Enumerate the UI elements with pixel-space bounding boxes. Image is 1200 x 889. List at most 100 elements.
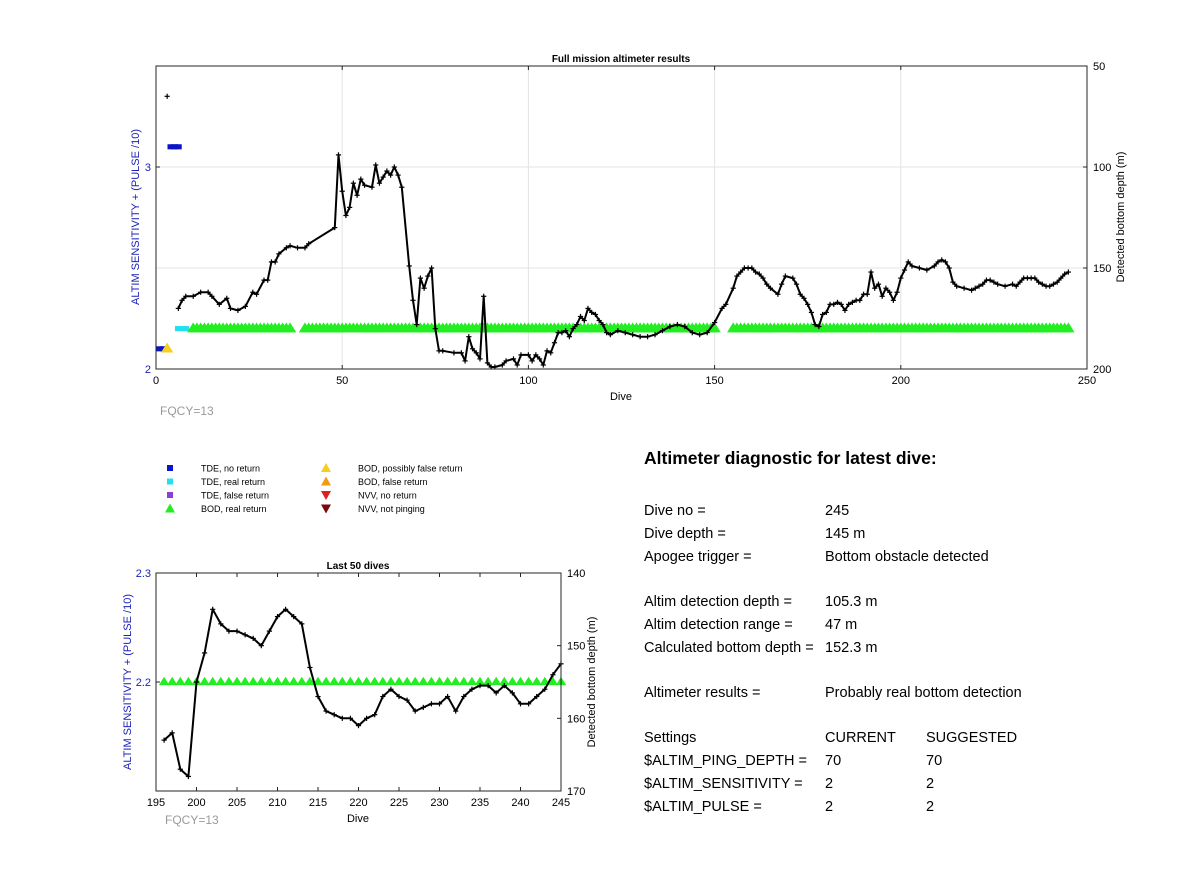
x-tick-label: 50 (336, 375, 348, 387)
depth-point (756, 271, 762, 277)
legend-label: TDE, false return (201, 491, 269, 501)
marker-bod_real_return (547, 676, 559, 686)
depth-point (901, 267, 908, 273)
x-tick-label: 215 (309, 797, 327, 809)
detect-depth-label: Altim detection depth = (644, 594, 792, 610)
apogee-value: Bottom obstacle detected (825, 549, 989, 565)
y-left-tick-label: 2 (145, 364, 151, 376)
fqcy-label-full: FQCY=13 (160, 404, 214, 418)
depth-point (503, 358, 509, 364)
marker-bod_real_return (507, 676, 518, 686)
marker-bod_real_return (320, 676, 332, 686)
current-header: CURRENT (825, 730, 896, 746)
depth-point (879, 293, 885, 299)
depth-point (1009, 281, 1016, 287)
legend-marker (321, 491, 331, 500)
depth-point (834, 299, 841, 305)
depth-point (659, 328, 666, 334)
results-row: Altimeter results = Probably real bottom… (644, 682, 1164, 705)
detect-range-label: Altim detection range = (644, 617, 793, 633)
marker-bod_real_return (385, 676, 397, 686)
marker-bod_real_return (474, 676, 486, 686)
marker-bod_real_return (418, 676, 429, 686)
x-tick-label: 250 (1078, 375, 1096, 387)
depth-point (574, 321, 580, 328)
depth-point (283, 245, 289, 251)
marker-bod_real_return (482, 676, 494, 686)
depth-point (307, 664, 313, 671)
depth-point (436, 701, 443, 707)
legend-label: TDE, real return (201, 477, 265, 487)
depth-point (819, 311, 826, 318)
legend-label: TDE, no return (201, 464, 260, 474)
depth-point (793, 281, 800, 287)
depth-point (302, 245, 308, 251)
x-tick-label: 150 (705, 375, 723, 387)
depth-point (644, 334, 651, 340)
depth-point (198, 289, 204, 295)
settings-label: Settings (644, 730, 697, 746)
marker-bod_real_return (175, 676, 186, 686)
depth-point (250, 635, 256, 641)
depth-point (209, 293, 215, 299)
marker-bod_real_return (708, 322, 721, 333)
depth-point (179, 297, 185, 303)
depth-point (266, 628, 272, 634)
x-tick-label: 100 (519, 375, 537, 387)
depth-point (1062, 271, 1068, 277)
depth-point (712, 319, 718, 326)
depth-point (481, 293, 487, 299)
depth-point (399, 184, 405, 190)
depth-point (323, 708, 329, 714)
depth-point (347, 204, 353, 210)
depth-point (175, 305, 181, 311)
marker-bod_real_return (369, 676, 380, 686)
depth-point (428, 701, 434, 707)
depth-point (461, 693, 467, 700)
depth-point (924, 267, 930, 273)
marker-bod_real_return (215, 676, 226, 686)
depth-point (287, 243, 293, 249)
x-tick-label: 195 (147, 797, 165, 809)
marker-tde_no_return (174, 144, 182, 150)
marker-bod_real_return (199, 676, 210, 686)
dive-depth-row: Dive depth = 145 m (644, 523, 1164, 546)
y-right-tick-label: 170 (567, 786, 585, 798)
depth-point (540, 362, 546, 368)
depth-point (536, 356, 543, 362)
marker-bod_real_return (264, 676, 275, 686)
depth-point (607, 332, 613, 338)
depth-point (667, 323, 673, 330)
marker-bod_real_return (223, 676, 235, 686)
depth-point (738, 269, 744, 275)
apogee-row: Apogee trigger = Bottom obstacle detecte… (644, 546, 1164, 569)
chart-title: Full mission altimeter results (552, 54, 691, 65)
depth-point (752, 269, 759, 275)
depth-point (805, 301, 811, 307)
suggested-header: SUGGESTED (926, 730, 1018, 746)
depth-point (227, 305, 234, 311)
depth-point (388, 686, 394, 692)
marker-bod_real_return (304, 676, 316, 686)
marker-bod_real_return (450, 676, 461, 686)
depth-point (453, 708, 459, 714)
setting-current: 2 (825, 799, 834, 815)
depth-point (428, 265, 435, 271)
marker-tde_no_return (156, 346, 164, 352)
marker-bod_real_return (353, 676, 364, 686)
marker-bod_real_return (377, 676, 388, 686)
depth-point (961, 285, 967, 291)
diagnostic-title: Altimeter diagnostic for latest dive: (644, 448, 937, 468)
marker-bod_real_return (239, 676, 251, 686)
dive-depth-label: Dive depth = (644, 526, 726, 542)
depth-point (630, 332, 636, 338)
depth-point (224, 295, 230, 301)
depth-point (210, 606, 216, 612)
y-left-tick-label: 3 (145, 162, 151, 174)
depth-point (183, 293, 189, 299)
depth-point (909, 263, 915, 269)
depth-point (283, 606, 289, 612)
depth-point (749, 265, 755, 271)
depth-point (412, 708, 418, 714)
